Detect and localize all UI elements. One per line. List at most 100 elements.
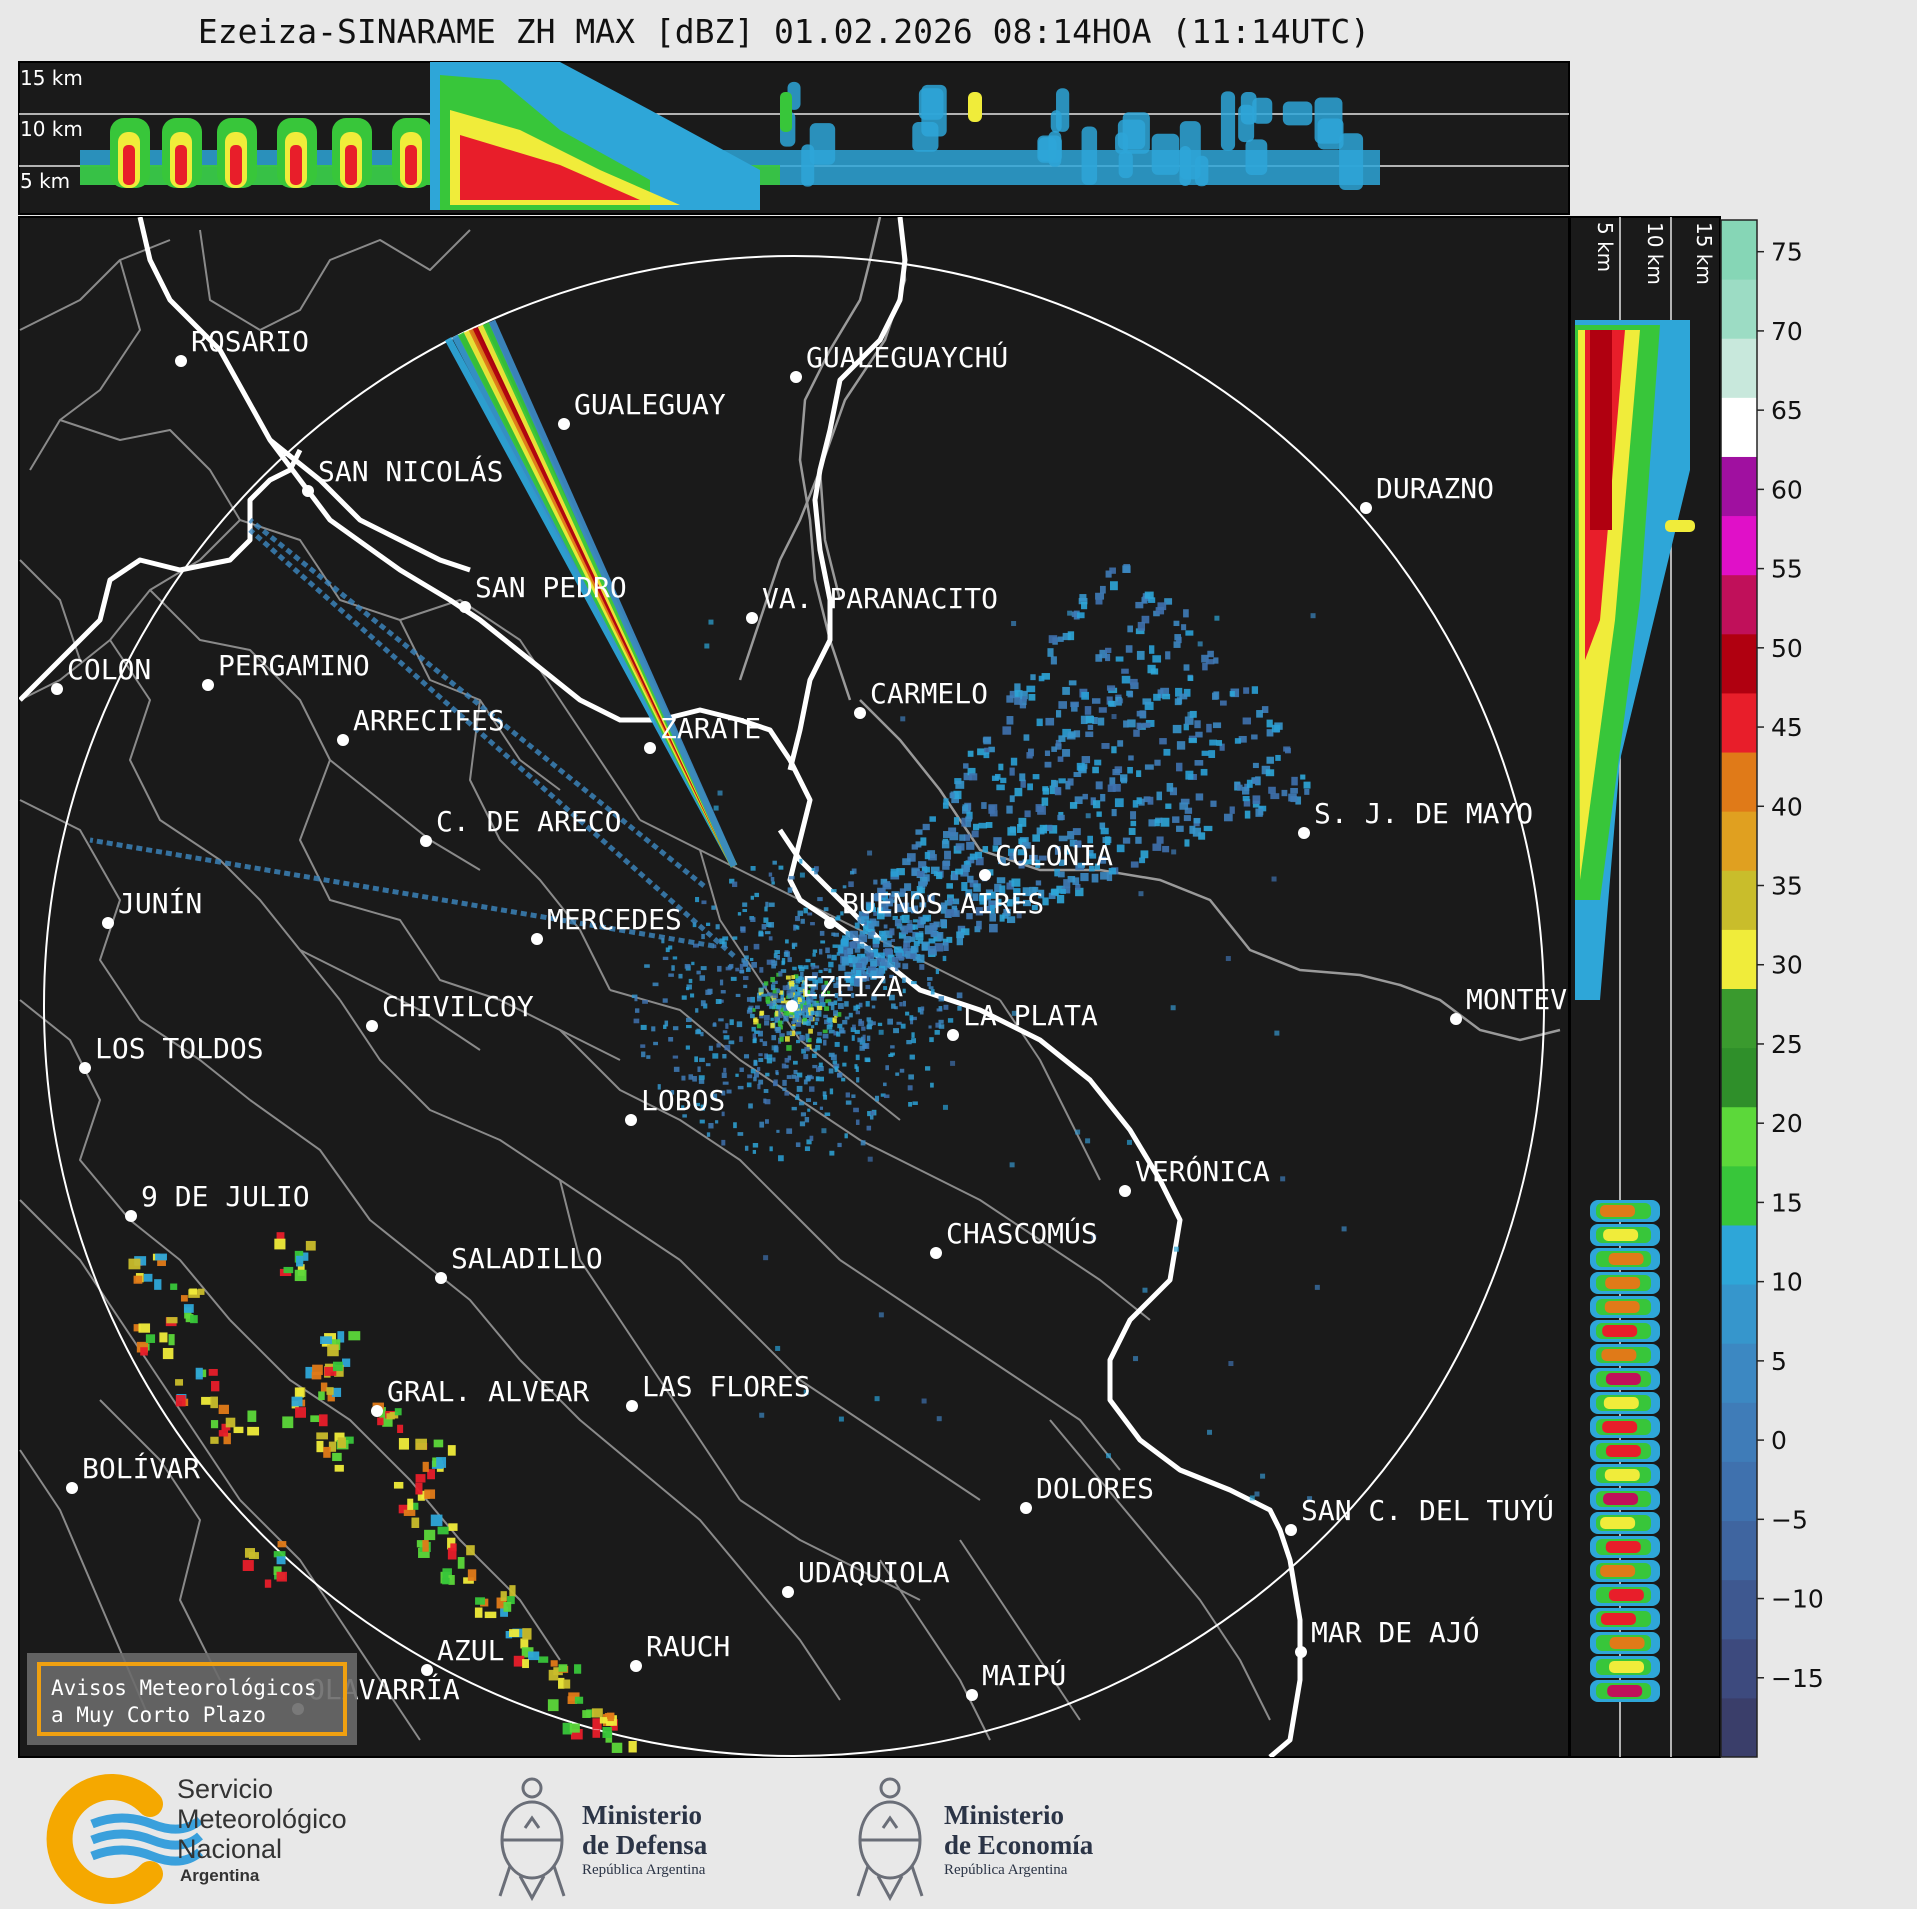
colorbar-band [1721, 1402, 1757, 1462]
city-dot [930, 1247, 942, 1259]
warning-line-1: Avisos Meteorológicos [51, 1676, 317, 1700]
side-cross-section-panel: 5 km 10 km 15 km [1569, 216, 1721, 1758]
city-label: SAN NICOLÁS [318, 454, 503, 488]
city-marker: MERCEDES [531, 903, 682, 945]
colorbar-tick-label: 65 [1771, 396, 1803, 425]
city-label: MONTEV [1466, 983, 1567, 1016]
colorbar-tick-label: 5 [1771, 1347, 1787, 1376]
economia-line-2: de Economía [944, 1830, 1094, 1860]
economia-logo: Ministerio de Economía República Argenti… [856, 1777, 1094, 1902]
colorbar-band [1721, 870, 1757, 930]
city-label: CHASCOMÚS [946, 1216, 1098, 1250]
top-height-label-10: 10 km [20, 117, 83, 141]
city-dot [1295, 1646, 1307, 1658]
warning-box[interactable]: Avisos Meteorológicos a Muy Corto Plazo [27, 1653, 357, 1745]
colorbar-band [1721, 338, 1757, 398]
city-label: ZÁRATE [660, 711, 761, 745]
city-dot [51, 683, 63, 695]
city-marker: CHASCOMÚS [930, 1216, 1098, 1259]
city-marker: DURAZNO [1360, 472, 1494, 514]
colorbar-band [1721, 752, 1757, 812]
city-dot [302, 485, 314, 497]
city-dot [421, 1664, 433, 1676]
city-marker: GUALEGUAYCHÚ [790, 340, 1008, 383]
city-marker: MAIPÚ [966, 1658, 1066, 1701]
city-label: MERCEDES [547, 903, 682, 936]
city-marker: DOLORES [1020, 1472, 1154, 1514]
district-boundaries [19, 229, 1271, 1741]
city-label: UDAQUIOLA [798, 1556, 950, 1589]
city-dot [1285, 1524, 1297, 1536]
city-marker: CHIVILCOY [366, 990, 534, 1032]
colorbar-band [1721, 1638, 1757, 1699]
city-marker: SALADILLO [435, 1242, 603, 1284]
city-marker: ROSARIO [175, 325, 309, 367]
city-dot [782, 1586, 794, 1598]
side-height-label-15: 15 km [1692, 222, 1716, 285]
warning-line-2: a Muy Corto Plazo [51, 1703, 266, 1727]
colorbar-band [1721, 279, 1757, 339]
city-marker: AZUL [421, 1634, 504, 1676]
colorbar-band [1721, 633, 1757, 694]
colorbar-band [1721, 692, 1757, 753]
city-dot [626, 1400, 638, 1412]
top-height-label-15: 15 km [20, 66, 83, 90]
colorbar-band [1721, 1461, 1757, 1522]
economia-line-1: Ministerio [944, 1800, 1064, 1830]
city-dot [125, 1210, 137, 1222]
city-dot [531, 933, 543, 945]
city-marker: 9 DE JULIO [125, 1180, 310, 1222]
city-label: C. DE ARECO [436, 805, 621, 838]
city-marker: UDAQUIOLA [782, 1556, 950, 1598]
city-marker: PERGAMINO [202, 649, 370, 691]
city-dot [1020, 1502, 1032, 1514]
city-marker: MAR DE AJÓ [1295, 1615, 1480, 1658]
city-dot [459, 601, 471, 613]
defensa-line-1: Ministerio [582, 1800, 702, 1830]
city-label: CARMELO [870, 677, 988, 710]
smn-line-1: Servicio [177, 1774, 273, 1804]
colorbar-band [1721, 929, 1757, 989]
city-label: 9 DE JULIO [141, 1180, 310, 1213]
colorbar-tick-label: −5 [1771, 1505, 1808, 1534]
chart-title: Ezeiza-SINARAME ZH MAX [dBZ] 01.02.2026 … [197, 12, 1371, 51]
colorbar-tick-label: 20 [1771, 1109, 1803, 1138]
city-label: PERGAMINO [218, 649, 370, 682]
colorbar-band [1721, 1047, 1757, 1108]
city-marker: VERÓNICA [1119, 1154, 1270, 1197]
colorbar-band [1721, 1106, 1757, 1167]
colorbar-tick-label: 40 [1771, 792, 1803, 821]
city-dot [366, 1020, 378, 1032]
city-marker: JUNÍN [102, 886, 202, 929]
economia-line-3: República Argentina [944, 1862, 1068, 1878]
city-dot [66, 1482, 78, 1494]
city-marker: VA. PARANACITO [746, 582, 998, 624]
footer-logos: Servicio Meteorológico Nacional Argentin… [46, 1774, 1094, 1904]
smn-line-3: Nacional [177, 1834, 282, 1864]
coat-of-arms-icon [498, 1777, 566, 1902]
city-label: JUNÍN [118, 886, 202, 920]
colorbar-tick-label: −10 [1771, 1585, 1824, 1614]
city-label: SAN PEDRO [475, 571, 627, 604]
city-dot [1450, 1013, 1462, 1025]
city-marker: ARRECIFES [337, 704, 505, 746]
city-marker: BUENOS AIRES [824, 887, 1044, 929]
colorbar-tick-label: 70 [1771, 317, 1803, 346]
city-label: GUALEGUAY [574, 388, 726, 421]
city-marker: LOS TOLDOS [79, 1032, 264, 1074]
city-label: BOLÍVAR [82, 1451, 200, 1485]
radar-map-panel: ROSARIO GUALEGUAYCHÚ GUALEGUAY SAN NICOLÁS D… [18, 216, 1570, 1758]
city-dot [786, 1000, 798, 1012]
city-dot [644, 742, 656, 754]
city-dot [746, 612, 758, 624]
city-label: SALADILLO [451, 1242, 603, 1275]
city-dot [175, 355, 187, 367]
city-dot [337, 734, 349, 746]
smn-logo: Servicio Meteorológico Nacional Argentin… [46, 1774, 347, 1904]
city-label: LOS TOLDOS [95, 1032, 264, 1065]
city-dot [1360, 502, 1372, 514]
city-marker: LAS FLORES [626, 1370, 811, 1412]
defensa-line-3: República Argentina [582, 1862, 706, 1878]
